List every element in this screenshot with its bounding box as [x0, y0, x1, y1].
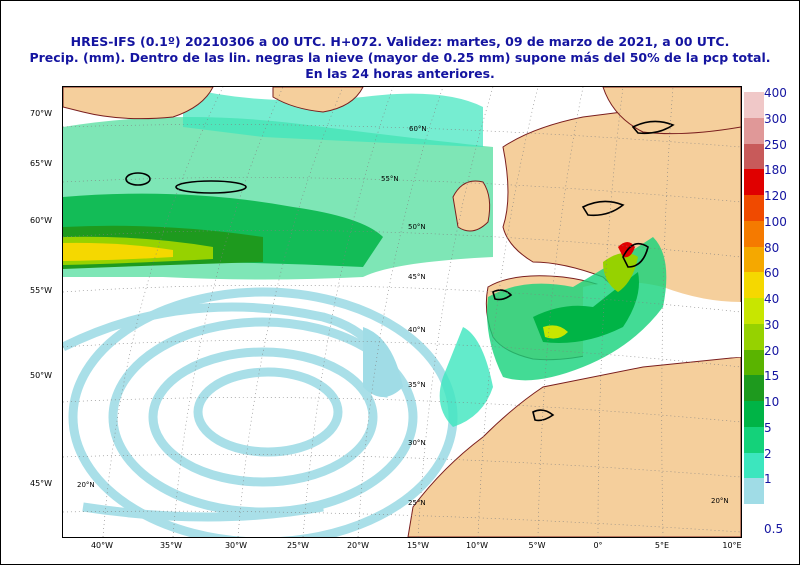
legend-label-400: 400 [764, 86, 787, 100]
legend-swatch-30 [744, 323, 764, 351]
grid-label-50n: 50°N [408, 223, 426, 231]
graticule [63, 87, 741, 537]
grid-label-30n: 30°N [408, 439, 426, 447]
axis-label-5w: 5°W [528, 541, 546, 550]
map-canvas: 60°N 55°N 50°N 45°N 40°N 35°N 30°N 25°N … [63, 87, 741, 537]
legend-label-120: 120 [764, 189, 787, 204]
legend-swatch-180 [744, 169, 764, 196]
legend-swatch-40 [744, 298, 764, 325]
legend-label-1: 1 [764, 472, 772, 487]
axis-label-25w: 25°W [286, 541, 310, 550]
grid-label-55n: 55°N [381, 175, 399, 183]
legend-swatch-250 [744, 143, 764, 170]
grid-label-60n: 60°N [409, 125, 427, 133]
axis-label-20w: 20°W [346, 541, 370, 550]
legend-swatch-60 [744, 272, 764, 299]
legend-swatch-15 [744, 375, 764, 402]
axis-label-5e: 5°E [654, 541, 670, 550]
legend-swatch-10 [744, 401, 764, 428]
legend-swatch-120 [744, 195, 764, 222]
title-line-3: En las 24 horas anteriores. [305, 66, 495, 81]
title-line-1: HRES-IFS (0.1º) 20210306 a 00 UTC. H+072… [70, 34, 730, 49]
grid-label-35n: 35°N [408, 381, 426, 389]
legend-label-40: 40 [764, 292, 780, 307]
axis-label-65w: 65°W [30, 159, 53, 168]
grid-label-40n: 40°N [408, 326, 426, 334]
axis-label-35w: 35°W [159, 541, 183, 550]
legend-label-180: 180 [764, 163, 787, 178]
axis-label-60w: 60°W [30, 216, 53, 225]
axis-label-50w: 50°W [30, 371, 53, 380]
legend-swatch-100 [744, 220, 764, 248]
legend-swatch-400 [744, 92, 764, 119]
legend-label-20: 20 [764, 343, 780, 358]
legend-label-300: 300 [764, 111, 787, 126]
axis-label-45w: 45°W [30, 479, 53, 488]
axis-label-40w: 40°W [90, 541, 114, 550]
legend-swatch-5 [744, 426, 764, 454]
legend-label-30: 30 [764, 317, 780, 332]
legend-swatch-20 [744, 349, 764, 376]
axis-label-0: 0° [593, 541, 603, 550]
grid-label-25n: 25°N [408, 499, 426, 507]
grid-labels: 60°N 55°N 50°N 45°N 40°N 35°N 30°N 25°N … [77, 125, 729, 507]
axis-label-55w: 55°W [30, 286, 53, 295]
legend-label-5: 5 [764, 420, 772, 435]
legend-label-250: 250 [764, 137, 787, 152]
precip-color-legend [744, 92, 764, 531]
legend-swatch-0.5 [744, 504, 764, 531]
legend-swatch-300 [744, 117, 764, 144]
map-title: HRES-IFS (0.1º) 20210306 a 00 UTC. H+072… [0, 34, 800, 82]
grid-label-45n: 45°N [408, 273, 426, 281]
axis-label-30w: 30°W [224, 541, 248, 550]
legend-label-100: 100 [764, 214, 787, 229]
legend-label-60: 60 [764, 266, 780, 281]
precipitation-map: 60°N 55°N 50°N 45°N 40°N 35°N 30°N 25°N … [62, 86, 742, 538]
snow-contours [125, 120, 675, 422]
grid-label-20n-right: 20°N [711, 497, 729, 505]
land-europe [452, 87, 741, 348]
axis-label-70w: 70°W [30, 109, 53, 118]
legend-label-2: 2 [764, 446, 772, 461]
legend-label-0.5: 0.5 [764, 522, 784, 536]
legend-swatch-1 [744, 478, 764, 505]
legend-swatch-2 [744, 452, 764, 479]
axis-label-15w: 15°W [406, 541, 430, 550]
legend-label-80: 80 [764, 240, 780, 255]
grid-label-20n-left: 20°N [77, 481, 95, 489]
axis-label-10e: 10°E [722, 541, 742, 550]
title-line-2: Precip. (mm). Dentro de las lin. negras … [29, 50, 771, 65]
northern-precip-band [63, 87, 493, 280]
land-north [63, 87, 364, 120]
legend-swatch-80 [744, 246, 764, 273]
legend-label-10: 10 [764, 395, 780, 410]
axis-label-10w: 10°W [465, 541, 489, 550]
legend-label-15: 15 [764, 369, 780, 384]
